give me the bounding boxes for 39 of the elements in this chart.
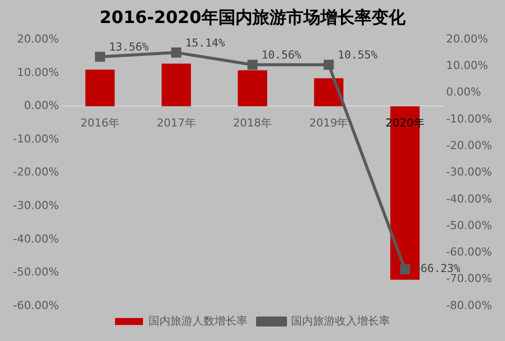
data-label: 10.56% bbox=[262, 48, 302, 62]
y-tick-label: 10.00% bbox=[16, 66, 59, 79]
y2-tick-label: -60.00% bbox=[446, 246, 492, 259]
y-tick-label: -60.00% bbox=[12, 298, 59, 312]
point bbox=[400, 264, 410, 274]
data-label: 13.56% bbox=[109, 40, 150, 54]
y2-tick-label: 10.00% bbox=[446, 59, 488, 72]
y-tick-label: -20.00% bbox=[12, 166, 59, 179]
x-tick-label: 2019年 bbox=[309, 116, 348, 130]
y-tick-label: -10.00% bbox=[12, 132, 59, 146]
y2-tick-label: 20.00% bbox=[446, 32, 488, 46]
y-tick-label: 20.00% bbox=[16, 32, 59, 46]
data-label: 15.14% bbox=[185, 36, 226, 50]
chart-title: 2016-2020年国内旅游市场增长率变化 bbox=[98, 7, 406, 29]
y-tick-label: -50.00% bbox=[12, 266, 59, 279]
point bbox=[171, 48, 182, 58]
y-tick-label: 0.00% bbox=[24, 99, 59, 112]
x-tick-label: 2017年 bbox=[156, 116, 196, 130]
bar bbox=[238, 70, 268, 106]
point bbox=[324, 60, 334, 70]
y2-tick-label: -70.00% bbox=[446, 272, 492, 286]
y2-tick-label: 0.00% bbox=[446, 86, 482, 99]
bar bbox=[85, 70, 115, 106]
y2-tick-label: -30.00% bbox=[446, 166, 492, 179]
y2-tick-label: -80.00% bbox=[446, 298, 492, 312]
legend-label: 国内旅游收入增长率 bbox=[291, 314, 390, 328]
y2-tick-label: -20.00% bbox=[446, 139, 492, 152]
y-tick-label: -40.00% bbox=[12, 232, 59, 246]
x-tick-label: 2016年 bbox=[80, 116, 120, 130]
x-tick-label: 2018年 bbox=[233, 116, 272, 130]
y-tick-label: -30.00% bbox=[12, 198, 59, 212]
bar bbox=[162, 64, 191, 106]
point bbox=[247, 60, 258, 70]
y2-tick-label: -10.00% bbox=[446, 112, 492, 126]
legend-label: 国内旅游人数增长率 bbox=[148, 314, 248, 328]
y2-tick-label: -50.00% bbox=[446, 218, 492, 232]
point bbox=[94, 52, 106, 62]
y2-tick-label: -40.00% bbox=[446, 192, 492, 206]
data-label: 10.55% bbox=[338, 48, 378, 62]
